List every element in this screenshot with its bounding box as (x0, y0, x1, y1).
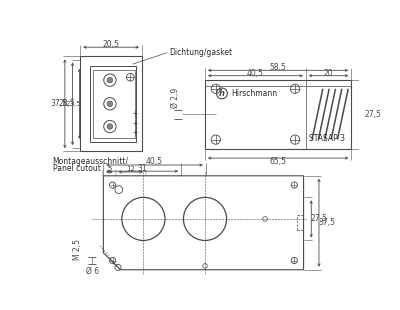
Text: 27,5: 27,5 (364, 110, 381, 119)
Circle shape (107, 78, 113, 83)
Text: Hirschmann: Hirschmann (231, 89, 277, 98)
Text: STASAP 3: STASAP 3 (309, 134, 345, 143)
Text: 37,5: 37,5 (318, 218, 335, 227)
Text: 37,5: 37,5 (50, 99, 67, 108)
Circle shape (107, 124, 113, 129)
Text: Panel cutout: Panel cutout (52, 164, 100, 173)
Text: 27,5: 27,5 (310, 215, 327, 224)
Text: 28,5: 28,5 (58, 99, 75, 108)
Text: 40,5: 40,5 (146, 157, 163, 166)
Text: M 2,5: M 2,5 (74, 239, 82, 260)
Text: 58,5: 58,5 (270, 63, 286, 72)
Text: 20: 20 (324, 69, 333, 78)
Text: h: h (219, 89, 225, 98)
Text: 23,5: 23,5 (66, 101, 81, 107)
Text: 65,5: 65,5 (270, 157, 287, 166)
Text: Montageausschnitt/: Montageausschnitt/ (52, 157, 129, 166)
Text: Ø 6: Ø 6 (86, 267, 100, 276)
Text: 20,5: 20,5 (103, 40, 120, 49)
Text: 5: 5 (107, 166, 112, 172)
Text: Ø 2,9: Ø 2,9 (171, 88, 180, 108)
Text: 12: 12 (126, 166, 135, 172)
Circle shape (107, 101, 113, 107)
Text: Dichtung/gasket: Dichtung/gasket (169, 48, 232, 57)
Text: 40,5: 40,5 (247, 69, 264, 78)
Text: 31: 31 (138, 164, 147, 173)
